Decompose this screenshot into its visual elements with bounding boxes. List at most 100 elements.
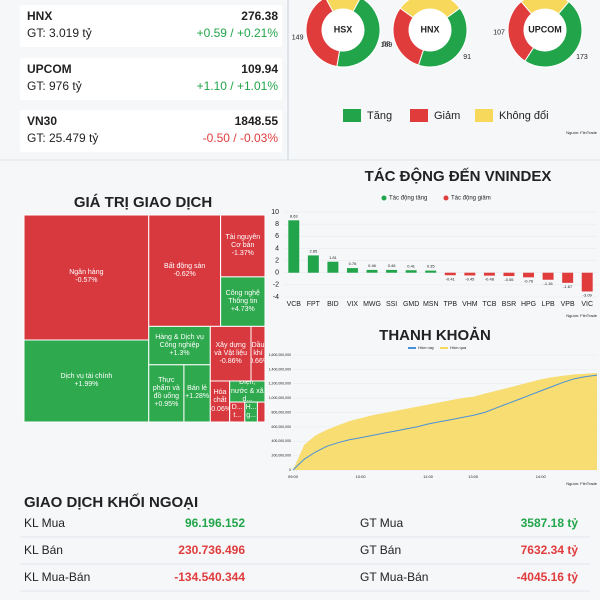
- data-label: 0.35: [427, 264, 436, 269]
- x-tick-label: 14:00: [536, 474, 547, 479]
- index-change: -0.50 / -0.03%: [203, 131, 279, 145]
- treemap-label: Bán lẻ+1.28%: [184, 365, 210, 422]
- bar: [425, 270, 437, 273]
- cell-change: +1.28%: [185, 393, 210, 401]
- cell-name: Bất động sản: [164, 262, 206, 270]
- bar: [503, 272, 515, 277]
- treemap-text: Dịch vụ tài chính +1.99%: [24, 340, 149, 422]
- bar: [444, 272, 456, 276]
- x-tick-label: GMD: [403, 301, 419, 308]
- data-label: -3.09: [583, 293, 593, 298]
- row-label: KL Mua-Bán: [24, 570, 90, 584]
- treemap-label: Ngân hàng-0.57%: [69, 269, 103, 284]
- treemap-label: Thực phẩm và đồ uống+0.95%: [153, 377, 180, 408]
- cell-change: +1.3%: [169, 349, 190, 357]
- data-label: -0.41: [446, 276, 456, 281]
- y-tick-label: 0: [289, 468, 291, 472]
- cell-change: +4.73%: [230, 305, 255, 313]
- treemap-label: Xây dựng và Vật liệu-0.86%: [214, 342, 247, 365]
- legend-swatch: [475, 109, 493, 122]
- data-label: -1.16: [544, 281, 554, 286]
- legend-label: Tăng: [367, 110, 392, 122]
- bar: [288, 220, 300, 273]
- index-name: UPCOM: [27, 62, 72, 76]
- row-label: GT Mua: [360, 516, 403, 530]
- treemap-label: Hóa chất-0.06%: [210, 389, 229, 413]
- row-label: KL Mua: [24, 516, 65, 530]
- legend-label: Tác động giảm: [451, 196, 491, 202]
- y-tick-label: 2: [275, 257, 279, 264]
- x-tick-label: 09:00: [288, 474, 299, 479]
- x-tick-label: TPB: [443, 301, 457, 308]
- data-label: 0.46: [368, 263, 377, 268]
- index-card: [20, 110, 282, 152]
- treemap-cell: [23, 339, 150, 423]
- donut-label: 169: [381, 42, 393, 49]
- donut-name: HSX: [334, 24, 353, 34]
- donut-hole: [524, 9, 566, 51]
- donut-hole: [409, 9, 451, 51]
- x-tick-label: VCB: [287, 301, 302, 308]
- treemap-label: Hàng & Dịch vụ Công nghiệp+1.3%: [155, 334, 204, 357]
- treemap-label: [257, 402, 265, 422]
- row-value: -134.540.344: [174, 570, 245, 584]
- cell-change: -0.66%: [250, 357, 265, 365]
- index-gt: GT: 3.019 tỷ: [27, 26, 92, 40]
- treemap-label: Dầu khí-0.66%: [250, 342, 265, 365]
- bar: [581, 272, 593, 292]
- row-value: 230.736.496: [178, 543, 245, 557]
- x-tick-label: BID: [327, 301, 339, 308]
- x-tick-label: VIC: [581, 301, 593, 308]
- x-tick-label: VIX: [347, 301, 359, 308]
- index-value: 109.94: [241, 62, 278, 76]
- treemap-label: D... t...: [230, 402, 245, 422]
- data-label: 0.41: [407, 263, 416, 268]
- cell-change: -0.06%: [210, 405, 229, 413]
- donut-name: UPCOM: [528, 24, 562, 34]
- index-gt: GT: 976 tỷ: [27, 79, 82, 93]
- cell-name: Công nghệ Thông tin: [225, 289, 260, 305]
- x-tick-label: 13:00: [468, 474, 479, 479]
- treemap-text: Bán lẻ +1.28%: [184, 365, 210, 422]
- donut-name: HNX: [420, 24, 439, 34]
- donut-label: 68: [382, 41, 390, 48]
- treemap-text: Bất động sản -0.62%: [149, 215, 221, 326]
- treemap-title: GIÁ TRỊ GIAO DỊCH: [74, 194, 212, 211]
- x-tick-label: 11:00: [423, 474, 433, 479]
- x-tick-label: VHM: [462, 301, 478, 308]
- index-name: HNX: [27, 9, 52, 23]
- legend-swatch: [410, 109, 428, 122]
- treemap-text: Điện, nước & xă d...: [230, 381, 265, 402]
- treemap-cell: [148, 364, 185, 423]
- y-tick-label: -4: [273, 294, 279, 301]
- bar: [327, 261, 339, 273]
- bar: [483, 272, 495, 276]
- impact-title: TÁC ĐỘNG ĐẾN VNINDEX: [365, 167, 552, 185]
- index-card: [20, 5, 282, 47]
- treemap-cell: [220, 276, 266, 327]
- x-tick-label: TCB: [482, 301, 496, 308]
- treemap-text: D... t...: [230, 402, 245, 422]
- area: [293, 373, 597, 470]
- index-gt: GT: 25.479 tỷ: [27, 131, 98, 145]
- bar: [464, 272, 476, 276]
- data-label: 8.63: [290, 213, 299, 218]
- index-name: VN30: [27, 114, 57, 128]
- y-tick-label: 4: [275, 245, 279, 252]
- y-tick-label: 1,600,000,000: [269, 353, 291, 357]
- row-label: GT Bán: [360, 543, 401, 557]
- treemap-label: Công nghệ Thông tin+4.73%: [225, 289, 260, 313]
- treemap-label: H... g...: [245, 402, 258, 422]
- treemap-label: Tài nguyên Cơ bản-1.37%: [225, 233, 261, 257]
- legend-label: Tác động tăng: [389, 196, 427, 202]
- donut-label: 107: [493, 30, 505, 37]
- treemap-text: H... g...: [245, 402, 258, 422]
- bar: [366, 269, 378, 273]
- cell-name: Tài nguyên Cơ bản: [225, 233, 261, 249]
- source: Nguồn: FiinTrade: [566, 313, 598, 318]
- cell-change: +1.99%: [74, 380, 99, 388]
- row-value: 3587.18 tỷ: [521, 516, 579, 530]
- bar: [542, 272, 554, 280]
- row-value: 7632.34 tỷ: [521, 543, 579, 557]
- index-change: +1.10 / +1.01%: [197, 79, 279, 93]
